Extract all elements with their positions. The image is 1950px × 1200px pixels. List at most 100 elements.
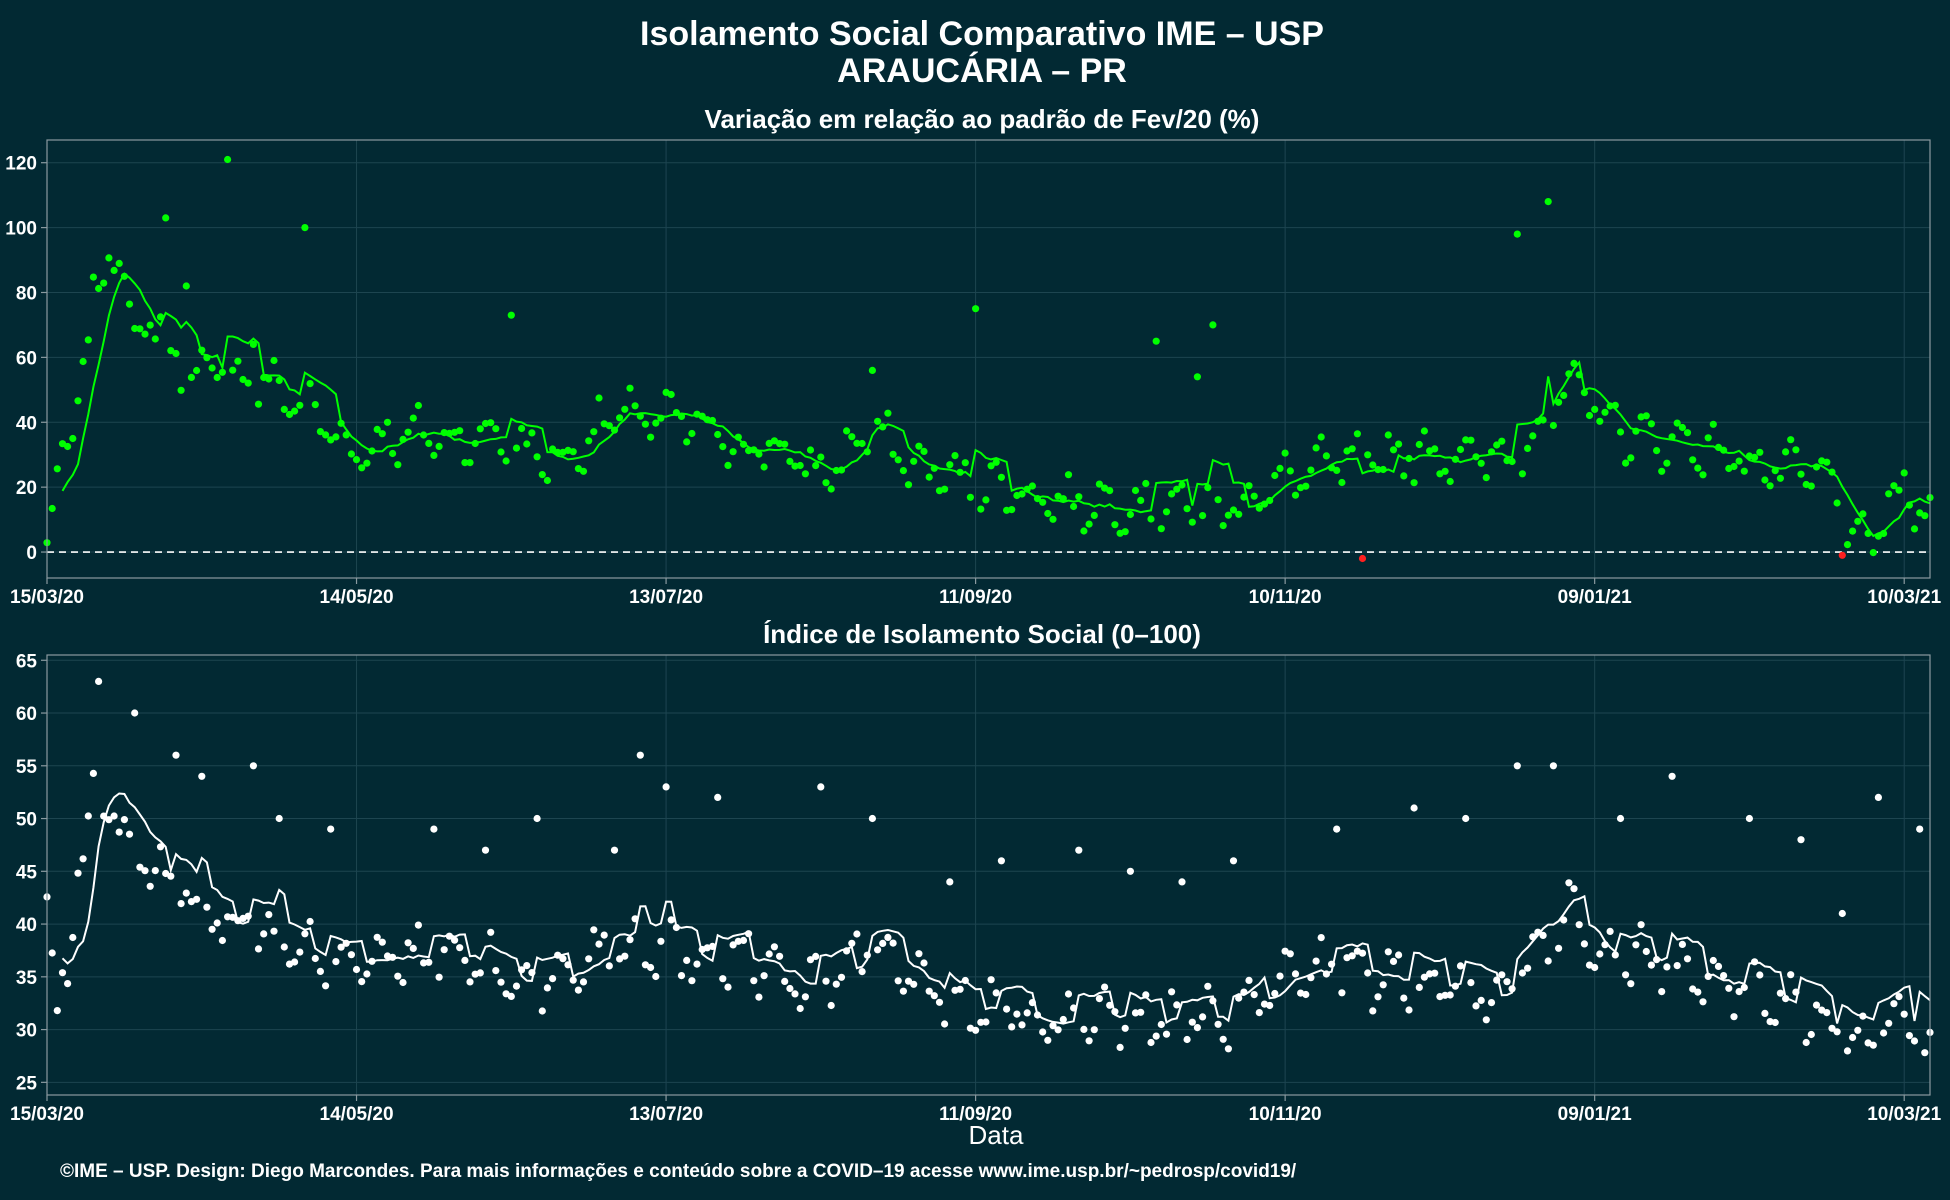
data-point (1028, 999, 1036, 1007)
data-point (910, 457, 918, 465)
data-point (131, 324, 139, 333)
data-point (1838, 551, 1846, 559)
data-point (373, 425, 381, 433)
data-point (368, 447, 376, 455)
data-point (1173, 485, 1181, 493)
data-point (961, 976, 969, 985)
data-point (208, 925, 216, 933)
data-point (208, 364, 216, 372)
x-tick-label: 10/11/20 (1249, 1104, 1322, 1125)
data-point (1854, 1026, 1862, 1034)
data-point (1358, 949, 1367, 957)
data-point (172, 751, 180, 759)
data-point (497, 978, 505, 986)
data-point (523, 440, 531, 448)
data-point (1498, 437, 1506, 445)
data-point (1317, 433, 1325, 441)
data-point (1622, 971, 1630, 979)
data-point (1601, 408, 1609, 416)
data-point (672, 409, 681, 417)
data-point (445, 932, 453, 940)
data-point (249, 340, 257, 348)
data-point (420, 431, 428, 439)
data-point (254, 400, 263, 408)
plot-area (47, 140, 1930, 578)
data-point (172, 349, 180, 358)
data-point (1838, 909, 1846, 918)
data-point (1229, 857, 1238, 865)
data-point (1797, 470, 1805, 478)
data-point (1085, 1037, 1093, 1045)
data-point (1859, 1012, 1867, 1020)
data-point (1028, 482, 1036, 490)
data-point (843, 427, 851, 435)
data-point (1209, 997, 1217, 1005)
data-point (1792, 988, 1800, 996)
data-point (564, 961, 572, 969)
data-point (1023, 1009, 1031, 1017)
data-point (1807, 482, 1815, 490)
data-point (1518, 470, 1526, 478)
data-point (549, 445, 557, 453)
data-point (605, 422, 613, 430)
data-point (1653, 447, 1661, 455)
data-point (621, 952, 629, 960)
data-point (786, 457, 794, 465)
data-point (1307, 466, 1315, 474)
data-point (1482, 474, 1490, 482)
data-point (569, 976, 577, 984)
data-point (1596, 950, 1604, 958)
data-point (1740, 467, 1748, 475)
data-point (198, 772, 206, 780)
data-point (1642, 947, 1650, 956)
data-point (1178, 481, 1186, 489)
y-tick-label: 40 (16, 915, 37, 936)
data-point (796, 1004, 804, 1013)
data-point (1178, 878, 1186, 886)
data-point (1683, 955, 1692, 963)
data-point (193, 366, 201, 375)
data-point (739, 440, 748, 448)
data-point (693, 960, 701, 968)
data-point (889, 450, 897, 458)
data-point (719, 443, 727, 451)
x-tick-label: 13/07/20 (629, 1104, 703, 1125)
data-point (1250, 991, 1258, 999)
data-point (1152, 1032, 1160, 1040)
y-tick-label: 40 (16, 413, 37, 434)
data-point (1580, 389, 1588, 397)
data-point (946, 461, 954, 469)
data-point (657, 937, 665, 945)
data-point (399, 435, 407, 443)
chart-title-line2: ARAUCÁRIA – PR (837, 52, 1127, 90)
data-point (177, 386, 185, 394)
data-point (750, 977, 758, 985)
data-point (1420, 427, 1428, 435)
data-point (1415, 440, 1423, 449)
data-point (997, 473, 1006, 481)
data-point (1555, 398, 1563, 406)
data-point (801, 470, 810, 478)
data-point (1849, 527, 1857, 535)
data-point (1302, 990, 1310, 999)
data-point (373, 933, 381, 941)
data-point (466, 459, 474, 467)
data-point (765, 950, 773, 958)
data-point (1823, 458, 1831, 466)
data-point (1266, 496, 1274, 505)
data-point (868, 814, 877, 823)
data-point (518, 424, 526, 433)
data-point (543, 476, 552, 485)
data-point (347, 450, 355, 458)
data-point (1168, 988, 1176, 996)
data-point (58, 969, 67, 977)
data-point (1162, 508, 1171, 516)
x-tick-label: 10/03/21 (1867, 1104, 1941, 1125)
data-point (151, 867, 159, 875)
data-point (84, 336, 92, 344)
data-point (1302, 482, 1310, 490)
data-point (1761, 1009, 1769, 1018)
data-point (1472, 1002, 1480, 1010)
data-point (1451, 982, 1459, 990)
